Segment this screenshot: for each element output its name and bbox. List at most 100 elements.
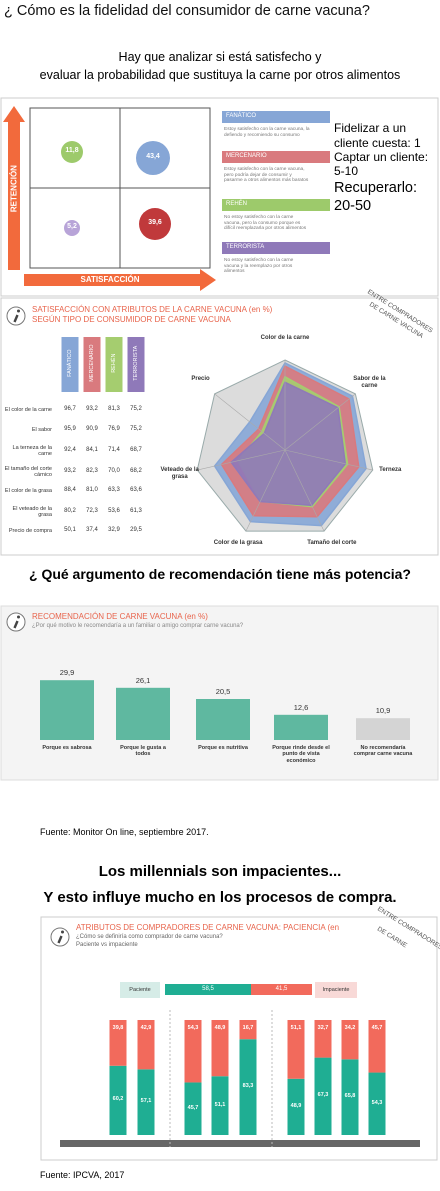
question: ¿ Qué argumento de recomendación tiene m… — [29, 566, 411, 582]
legend-box — [120, 982, 160, 998]
table-cell: 82,3 — [86, 468, 98, 474]
stacked-bar — [314, 1020, 332, 1058]
source: Fuente: Monitor On line, septiembre 2017… — [40, 827, 209, 837]
stacked-bar — [109, 1065, 127, 1135]
value-label: 54,3 — [187, 1025, 199, 1031]
subtitle: evaluar la probabilidad que sustituya la… — [39, 68, 401, 82]
table-cell: 32,9 — [108, 527, 120, 533]
chart-subtitle: Paciente vs impaciente — [76, 942, 138, 948]
bubble-label: 11,8 — [65, 147, 79, 154]
column-header-label: TERRORISTA — [132, 345, 139, 381]
radar-label: Precio — [191, 375, 210, 382]
note: 20-50 — [334, 198, 372, 214]
stacked-bar — [184, 1020, 202, 1083]
value-label: 48,9 — [290, 1102, 302, 1109]
x-axis-label: SATISFACCIÓN — [80, 275, 140, 284]
value-label: 51,1 — [290, 1025, 302, 1031]
stacked-bar — [184, 1082, 202, 1135]
note: Captar un cliente: — [334, 150, 429, 164]
stacked-bar — [341, 1020, 359, 1060]
table-cell: 81,3 — [108, 406, 120, 412]
row-label: El color de la grasa — [4, 487, 52, 494]
table-cell: 68,2 — [130, 468, 142, 474]
legend-box — [222, 151, 330, 163]
table-cell: 71,4 — [108, 447, 120, 453]
radar-spoke — [284, 449, 373, 471]
logo-mark — [57, 935, 63, 944]
note: Recuperarlo: — [334, 180, 418, 196]
table-cell: 75,2 — [130, 406, 142, 412]
logo-mark — [13, 314, 19, 323]
stacked-bar — [368, 1072, 386, 1135]
value-label: 65,8 — [344, 1093, 356, 1100]
y-axis-label: RETENCIÓN — [9, 165, 19, 213]
column-header-label: REHÉN — [110, 353, 117, 373]
bar — [274, 714, 328, 740]
value-label: 51,1 — [214, 1101, 226, 1108]
column-header — [61, 337, 79, 392]
table-cell: 68,7 — [130, 447, 142, 453]
bubble-label: 39,6 — [148, 219, 162, 226]
chart-subtitle: ¿Cómo se definiría como comprador de car… — [76, 934, 223, 940]
radar-label: Color de la carne — [260, 335, 310, 341]
value-label: 39,8 — [112, 1025, 124, 1031]
stacked-bar — [314, 1057, 332, 1135]
value-label: 54,3 — [371, 1099, 383, 1106]
x-arrow — [24, 269, 216, 291]
value-label: 29,9 — [59, 668, 75, 678]
value-label: 34,2 — [344, 1025, 356, 1031]
row-label: El tamaño del corte cárnico — [4, 465, 52, 478]
radar-spoke — [284, 449, 325, 532]
bubble — [61, 141, 83, 163]
table-cell: 63,3 — [108, 487, 120, 493]
stacked-bar — [368, 1020, 386, 1073]
table-cell: 37,4 — [86, 527, 98, 533]
value-label: 12,6 — [293, 702, 309, 712]
row-label: La terneza de la carne — [12, 444, 52, 457]
table-cell: 90,9 — [86, 426, 98, 432]
chart-title: ATRIBUTOS DE COMPRADORES DE CARNE VACUNA… — [76, 923, 340, 932]
legend-box — [222, 111, 330, 123]
value-label: 60,2 — [112, 1096, 124, 1103]
value-label: 20,5 — [215, 687, 231, 696]
value-label: 57,1 — [140, 1098, 152, 1105]
x-tick-label: Porque es nutritiva — [198, 745, 248, 751]
x-tick-label: Porque rinde desde el punto de vista eco… — [272, 745, 330, 764]
table-cell: 76,9 — [108, 426, 120, 432]
legend-text: No estoy satisfecho con la carne vacuna … — [224, 258, 294, 275]
chart-subtitle: SEGÚN TIPO DE CONSUMIDOR DE CARNE VACUNA — [32, 315, 231, 324]
row-label: El color de la carne — [4, 406, 52, 413]
legend-title: FANÁTICO — [226, 113, 257, 119]
legend-title: TERRORISTA — [226, 244, 265, 250]
table-cell: 96,7 — [64, 406, 76, 412]
radar-label: Veteado de la grasa — [160, 467, 199, 480]
chart-title: RECOMENDACIÓN DE CARNE VACUNA (en %) — [32, 612, 208, 621]
stacked-bar — [287, 1078, 305, 1135]
radar-label: Terneza — [379, 467, 402, 474]
radar-spoke — [197, 449, 286, 471]
source: Fuente: IPCVA, 2017 — [40, 1170, 125, 1180]
heading: Los millennials son impacientes... — [98, 863, 342, 880]
legend-label: Paciente — [129, 987, 151, 993]
table-cell: 61,3 — [130, 508, 142, 514]
radar-label: Sabor de la carne — [353, 375, 386, 389]
legend-box — [222, 242, 330, 254]
x-tick-label: Porque le gusta a todos — [120, 745, 166, 758]
value-label: 10,9 — [375, 706, 391, 716]
bubble — [136, 141, 170, 175]
stacked-bar — [239, 1020, 257, 1040]
page-title: ¿ Cómo es la fidelidad del consumidor de… — [4, 3, 370, 19]
table-cell: 50,1 — [64, 527, 76, 533]
logo-dot — [61, 930, 64, 934]
value-label: 48,9 — [214, 1025, 226, 1031]
stacked-bar — [137, 1069, 155, 1135]
legend-text: Estoy satisfecho con la carne vacuna, la… — [224, 127, 310, 138]
table-cell: 88,4 — [64, 487, 76, 493]
legend-title: MERCENARIO — [226, 153, 267, 159]
table-cell: 75,2 — [130, 426, 142, 432]
value-label: 67,3 — [317, 1092, 329, 1099]
radar-spoke — [284, 393, 356, 451]
radar-label: Tamaño del corte — [307, 540, 357, 547]
table-cell: 84,1 — [86, 447, 98, 453]
